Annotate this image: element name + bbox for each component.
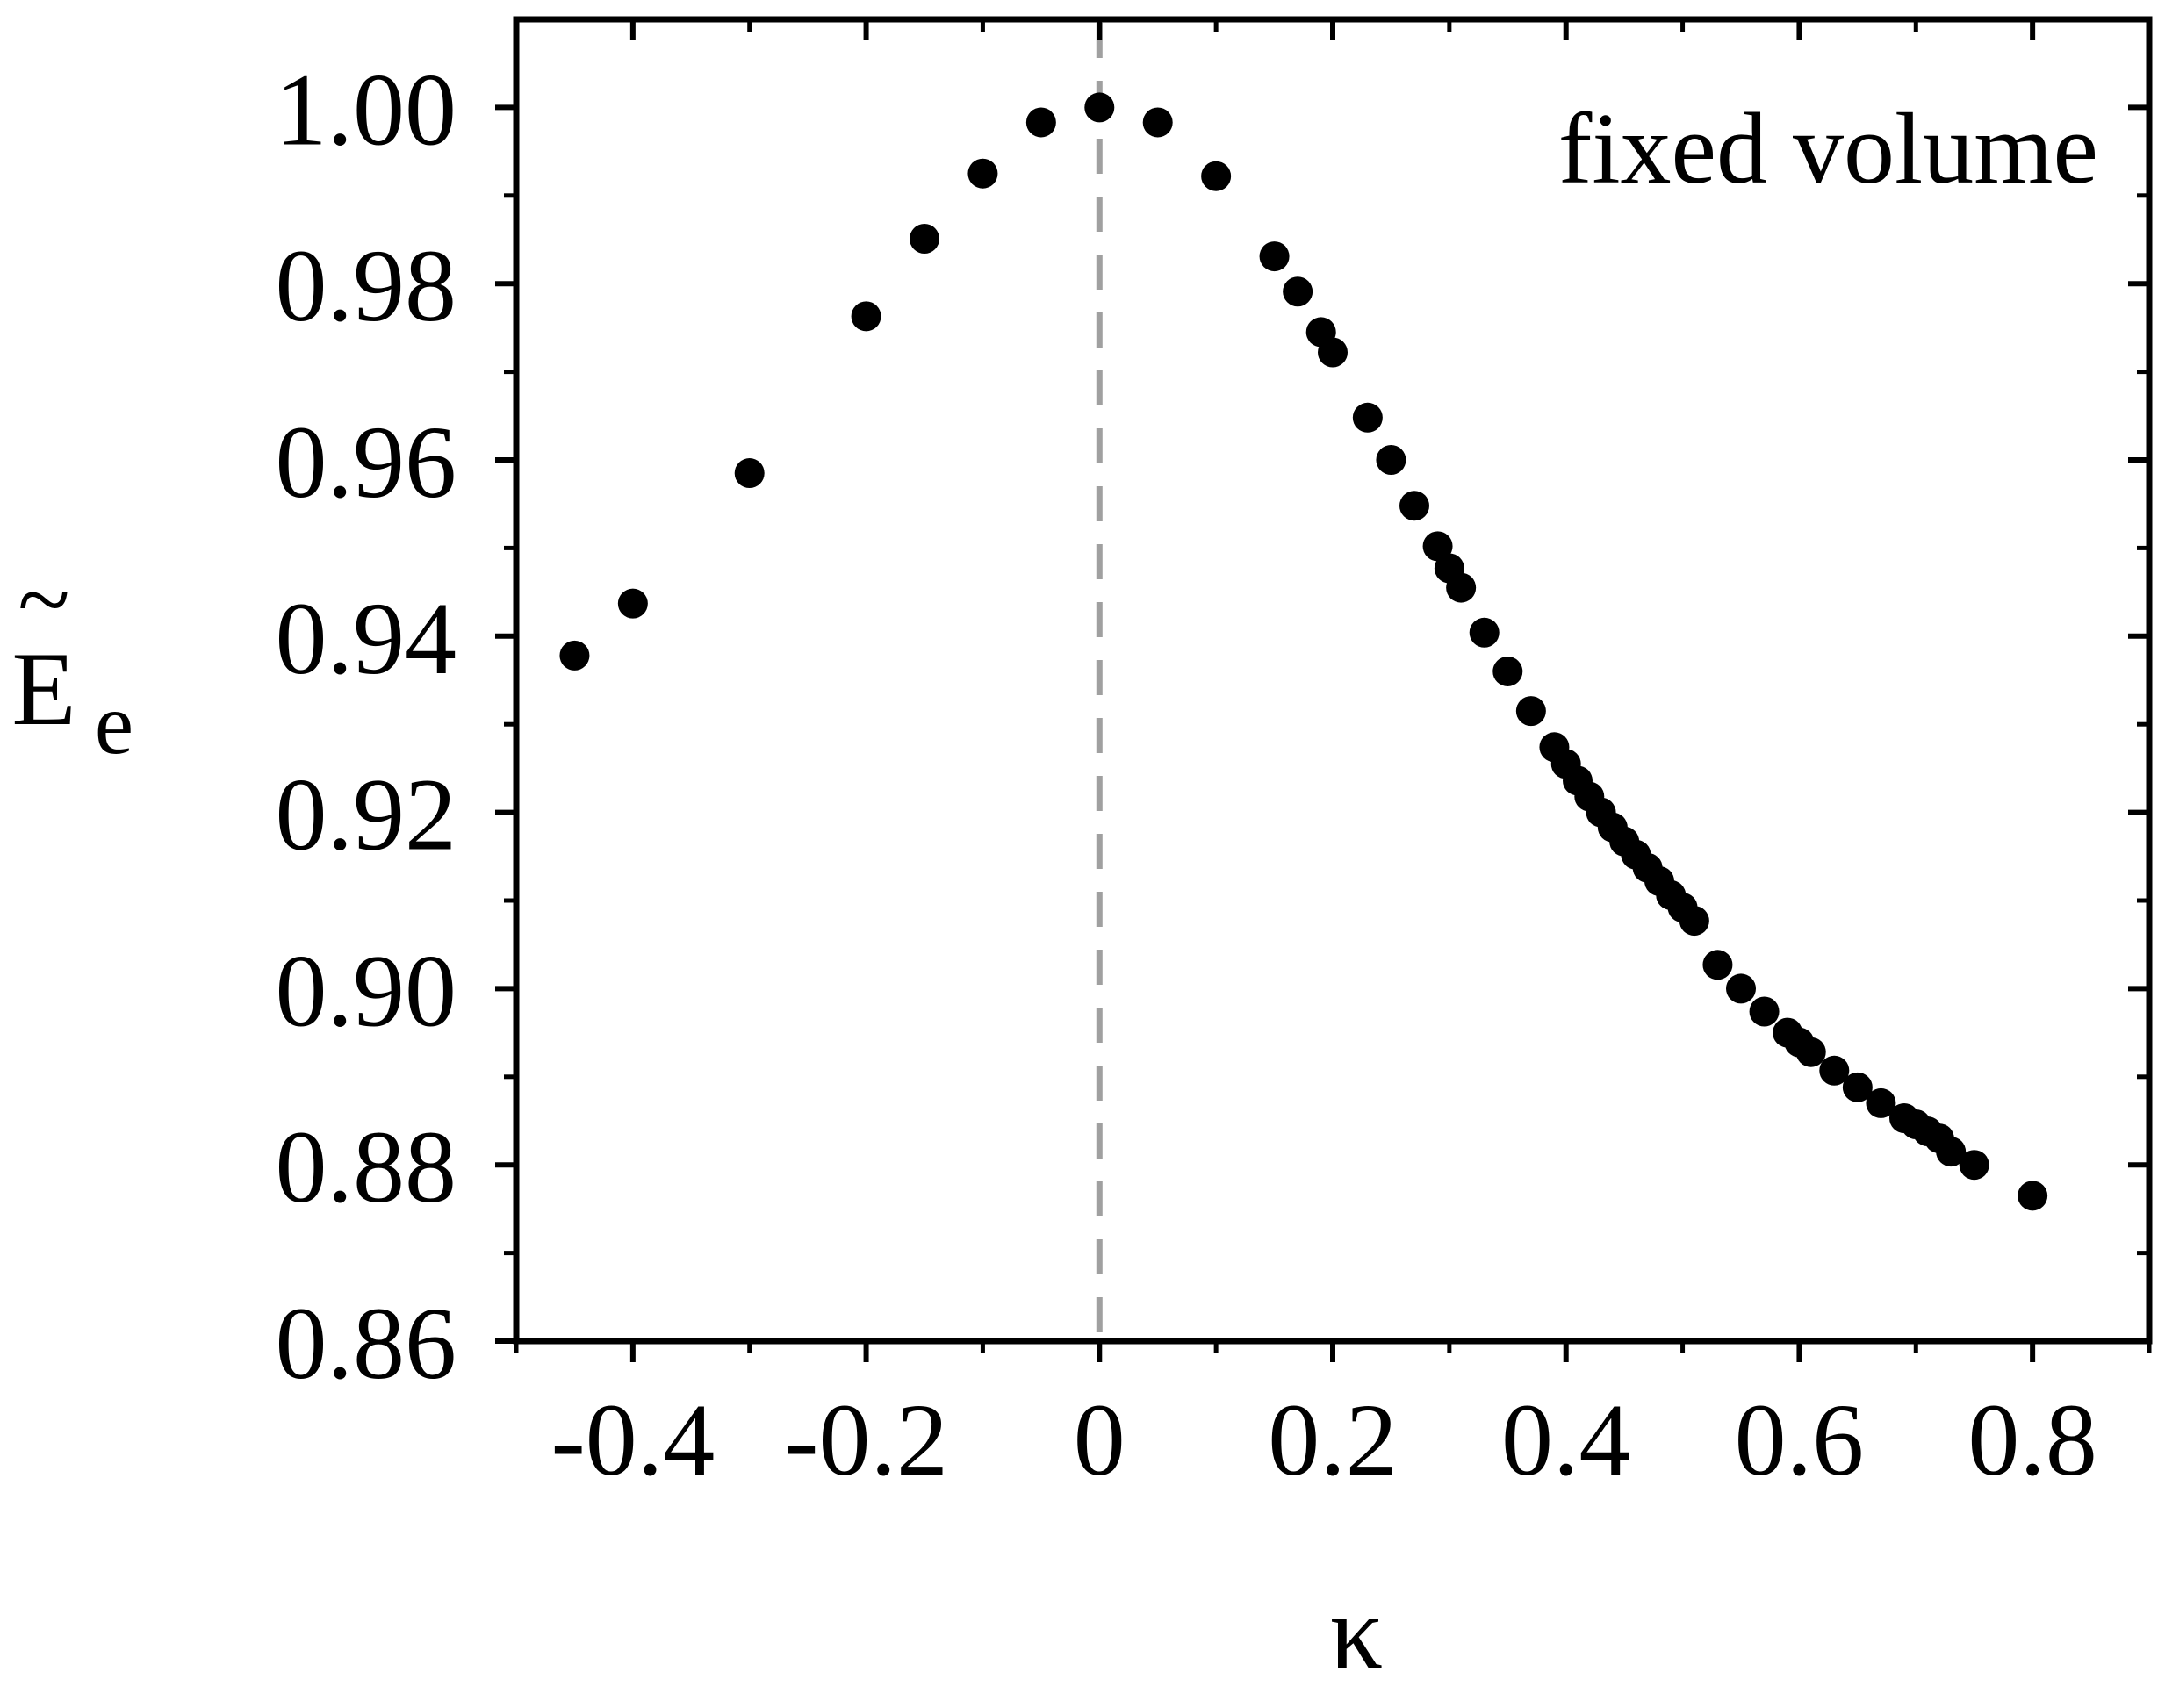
y-axis-title: ~ E e [11,546,133,772]
annotation-fixed-volume: fixed volume [1558,93,2098,205]
y-tick-label: 0.92 [276,757,457,872]
data-point [559,640,590,671]
y-axis-title-accent: ~ [18,546,70,653]
data-point [1084,92,1115,123]
data-point [910,223,939,254]
x-tick-label: 0.6 [1735,1382,1865,1497]
data-point [1318,337,1348,368]
ticks-layer [495,19,2152,1362]
y-axis-title-subscript: e [95,675,133,772]
data-point [1679,906,1709,937]
data-point [1259,241,1290,272]
data-point [1399,491,1429,521]
data-point [1492,656,1523,686]
data-point [967,158,998,189]
data-point [1866,1087,1896,1118]
data-point [1422,531,1453,562]
y-tick-label: 0.90 [276,933,457,1048]
data-point [1936,1137,1967,1167]
data-point [617,588,648,619]
plot-frame [513,16,2153,1345]
data-point [734,458,765,489]
data-point [2018,1181,2048,1211]
data-point [1025,107,1056,138]
x-tick-label: -0.4 [550,1382,715,1497]
data-point [1446,572,1477,603]
data-point [1283,276,1313,307]
data-point [1376,445,1406,475]
data-point [1726,973,1756,1004]
y-tick-label: 0.96 [276,405,457,520]
data-point [851,301,881,332]
data-point [1515,696,1546,727]
data-point [1469,617,1500,648]
x-tick-label: 0.2 [1268,1382,1398,1497]
data-point [1352,402,1383,433]
data-point [1819,1055,1850,1086]
data-point [1749,996,1780,1027]
data-point [1795,1037,1826,1067]
x-tick-label: 0 [1074,1382,1126,1497]
y-tick-label: 0.86 [276,1286,457,1401]
y-axis-title-base: E [11,630,76,747]
x-tick-label: 0.4 [1501,1382,1631,1497]
data-point [1201,161,1232,191]
data-point [1142,107,1173,138]
data-points-layer [559,92,2048,1211]
x-tick-labels: -0.4 -0.2 0 0.2 0.4 0.6 0.8 [550,1382,2097,1497]
y-tick-label: 0.98 [276,228,457,343]
x-axis-title: κ [1330,1574,1383,1690]
x-tick-label: 0.8 [1967,1382,2097,1497]
data-point [1702,950,1733,980]
x-tick-label: -0.2 [784,1382,948,1497]
data-point [1959,1150,1989,1181]
y-tick-labels: 0.86 0.88 0.90 0.92 0.94 0.96 0.98 1.00 [276,52,457,1401]
y-tick-label: 0.94 [276,581,457,696]
y-tick-label: 0.88 [276,1109,457,1224]
data-point [1842,1072,1873,1102]
y-tick-label: 1.00 [276,52,457,167]
